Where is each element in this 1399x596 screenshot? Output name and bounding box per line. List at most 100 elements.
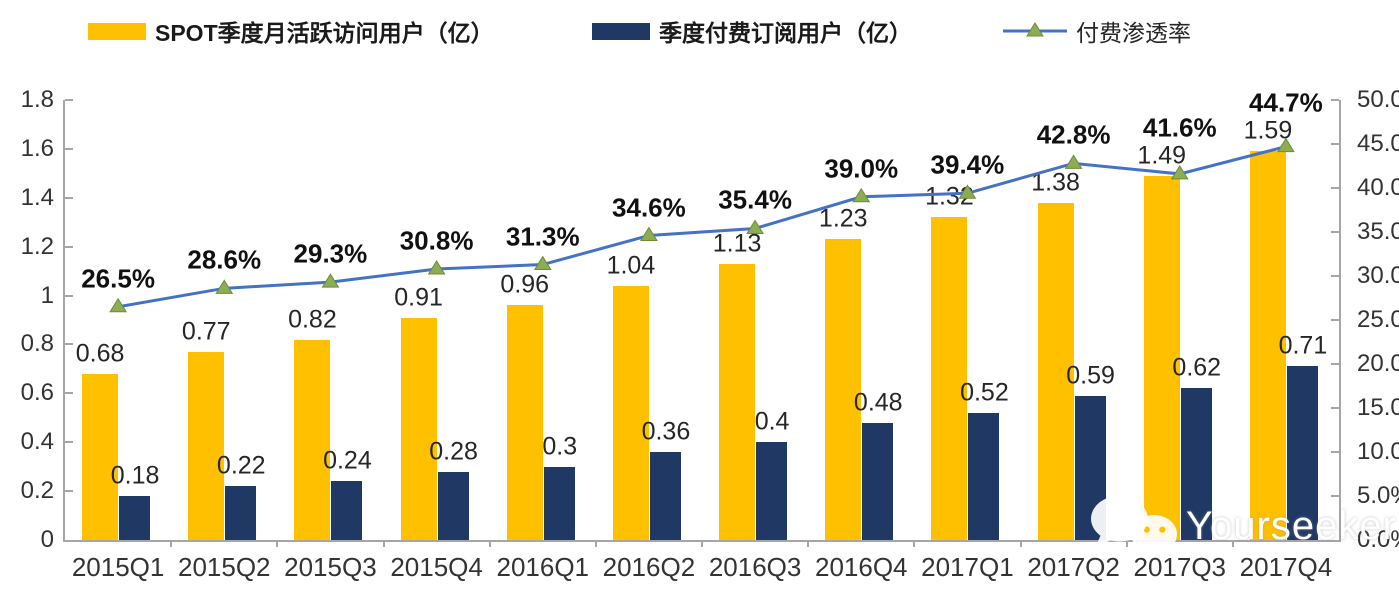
subs-value-label: 0.28 (429, 437, 478, 466)
mau-bar (294, 339, 331, 540)
penetration-pct-label: 35.4% (718, 184, 792, 215)
legend-label-subs: 季度付费订阅用户（亿） (659, 20, 912, 46)
right-axis-tick-label: 50.0% (1357, 86, 1399, 113)
left-axis-tick-label: 1.4 (20, 183, 54, 211)
x-axis-label: 2016Q3 (708, 552, 802, 582)
mau-value-label: 1.59 (1243, 116, 1293, 145)
left-axis-tick (65, 196, 73, 199)
left-axis-tick-label: 1.8 (20, 86, 54, 113)
subs-value-label: 0.18 (110, 461, 160, 490)
penetration-pct-label: 34.6% (612, 192, 686, 223)
triangle-marker-icon (958, 184, 977, 199)
mau-bar-swatch-icon (88, 22, 146, 40)
right-axis-tick (1331, 187, 1339, 189)
triangle-marker-icon (1170, 164, 1189, 180)
triangle-marker-icon (1277, 137, 1295, 153)
mau-bar (1249, 151, 1286, 540)
right-axis-tick (1331, 451, 1339, 453)
penetration-pct-label: 26.5% (81, 263, 155, 294)
subs-bar (543, 466, 575, 540)
x-axis-label: 2015Q1 (71, 552, 165, 582)
mau-value-label: 0.82 (288, 305, 337, 334)
triangle-marker-icon (852, 187, 871, 203)
x-axis-label: 2017Q1 (921, 552, 1014, 582)
mau-value-label: 1.04 (606, 251, 656, 280)
left-axis-tick-label: 1 (40, 281, 54, 309)
triangle-marker-icon (215, 279, 234, 294)
left-axis-tick-label: 0.8 (20, 330, 54, 358)
subs-value-label: 0.4 (754, 407, 790, 436)
x-axis-label: 2015Q2 (177, 552, 271, 582)
penetration-pct-label: 39.4% (930, 149, 1005, 180)
mau-bar (1143, 175, 1180, 540)
legend-label-penetration: 付费渗透率 (1076, 20, 1191, 46)
x-axis-label: 2016Q4 (814, 552, 908, 582)
right-axis-tick-label: 5.0% (1357, 482, 1399, 509)
mau-bar (506, 305, 543, 540)
x-axis-tick (382, 540, 385, 547)
right-axis-tick-label: 35.0% (1357, 218, 1399, 245)
x-axis-tick (170, 540, 173, 547)
subs-bar (1180, 388, 1212, 540)
right-axis-tick (1331, 319, 1339, 321)
right-axis-tick (1331, 231, 1339, 233)
subs-value-label: 0.48 (853, 388, 903, 417)
triangle-marker-icon (109, 297, 127, 313)
left-axis-tick (65, 490, 73, 493)
triangle-marker-icon (427, 260, 446, 275)
legend-item-subs: 季度付费订阅用户（亿） (592, 16, 912, 46)
right-axis-tick-label: 40.0% (1357, 174, 1399, 201)
subs-value-label: 0.59 (1066, 361, 1115, 390)
penetration-pct-label: 44.7% (1249, 87, 1323, 118)
right-axis-tick-label: 20.0% (1357, 350, 1399, 377)
subs-bar (225, 486, 257, 540)
legend-label-mau: SPOT季度月活跃访问用户（亿） (155, 20, 494, 46)
mau-value-label: 0.68 (75, 339, 125, 368)
subs-bar (756, 442, 788, 540)
subs-value-label: 0.22 (216, 451, 266, 480)
x-axis-label: 2017Q4 (1239, 552, 1333, 582)
subs-value-label: 0.71 (1278, 331, 1328, 360)
right-axis-tick-label: 45.0% (1357, 130, 1399, 157)
mau-bar (400, 317, 437, 540)
mau-bar (612, 285, 649, 540)
right-axis-tick-label: 15.0% (1357, 394, 1399, 421)
x-axis-tick (701, 540, 703, 547)
x-axis-label: 2016Q2 (602, 552, 696, 582)
mau-bar (82, 373, 119, 540)
right-axis-tick-label: 25.0% (1357, 306, 1399, 333)
right-axis-tick (1331, 275, 1339, 277)
left-axis-tick-label: 0.2 (20, 477, 54, 505)
left-axis-tick (65, 99, 73, 101)
x-axis-label: 2016Q1 (496, 552, 590, 582)
subs-bar (649, 452, 681, 540)
mau-value-label: 0.96 (500, 270, 550, 299)
subs-bar (119, 496, 151, 540)
subs-value-label: 0.3 (542, 432, 578, 461)
x-axis-tick (1231, 540, 1234, 547)
right-axis-tick (1331, 407, 1339, 409)
penetration-pct-label: 41.6% (1142, 112, 1217, 143)
legend-item-penetration: 付费渗透率 (1003, 16, 1191, 46)
triangle-marker-icon (640, 226, 658, 242)
right-axis-tick-label: 10.0% (1357, 438, 1399, 465)
left-axis-tick (65, 441, 73, 444)
left-axis-tick-label: 0.4 (20, 428, 54, 456)
subs-bar (437, 471, 469, 540)
subs-value-label: 0.62 (1172, 353, 1222, 382)
x-axis-label: 2015Q4 (390, 552, 483, 582)
subs-bar (968, 412, 1000, 540)
penetration-pct-label: 39.0% (824, 153, 899, 184)
left-axis-tick-label: 1.2 (20, 232, 54, 260)
mau-bar (1037, 202, 1074, 540)
left-axis-tick (65, 245, 73, 248)
left-axis-tick (65, 147, 73, 150)
left-axis-tick (65, 392, 73, 395)
penetration-pct-label: 29.3% (293, 238, 368, 269)
plot-area: 0 0.2 0.4 0.6 0.8 1 1.2 1.4 1.6 1.8 0.0% 5.0% 10.0% 1… (21, 86, 1399, 582)
mau-value-label: 1.23 (818, 204, 868, 233)
subs-value-label: 0.52 (960, 378, 1009, 407)
x-axis-tick (1019, 540, 1022, 547)
x-axis-tick (276, 540, 279, 547)
left-axis-tick-label: 0 (40, 526, 54, 553)
